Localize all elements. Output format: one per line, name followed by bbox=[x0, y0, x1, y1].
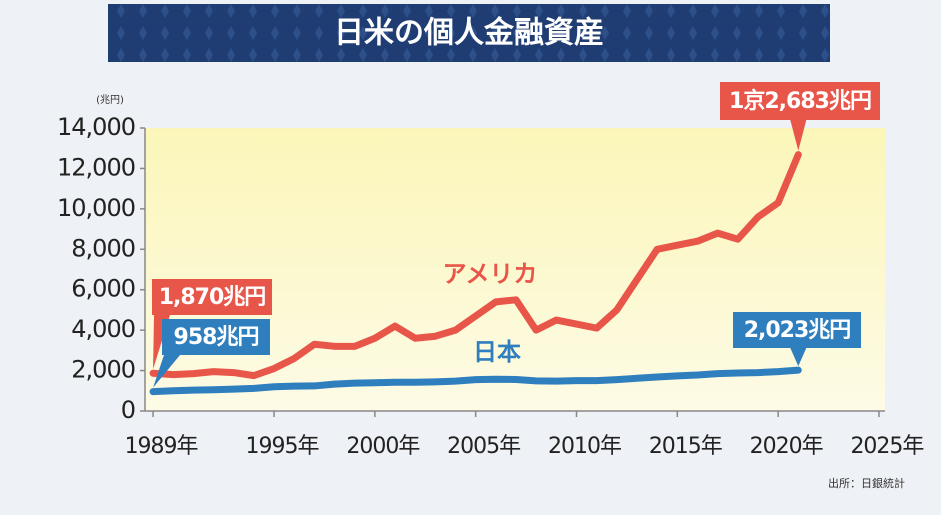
x-tick-label: 1989年 bbox=[125, 434, 198, 459]
data-label: 1京2,683兆円 bbox=[729, 88, 871, 114]
x-tick-label: 1995年 bbox=[246, 434, 319, 459]
x-tick-label: 2005年 bbox=[447, 434, 520, 459]
callout-tail bbox=[153, 315, 170, 370]
data-label: 958兆円 bbox=[174, 325, 259, 350]
x-tick-label: 2015年 bbox=[649, 434, 722, 459]
series-label: 日本 bbox=[473, 338, 521, 366]
callout-box bbox=[733, 312, 861, 348]
x-tick-label: 2025年 bbox=[850, 434, 923, 459]
data-label: 2,023兆円 bbox=[744, 318, 851, 343]
source: 出所：日銀統計 bbox=[828, 476, 905, 490]
y-tick-label: 12,000 bbox=[57, 153, 135, 181]
y-tick-label: 6,000 bbox=[71, 275, 135, 303]
y-axis-label: (兆円) bbox=[96, 94, 124, 106]
title-banner bbox=[108, 4, 830, 62]
series-line bbox=[149, 366, 802, 396]
y-tick-label: 8,000 bbox=[71, 234, 135, 262]
y-tick-label: 10,000 bbox=[57, 194, 135, 222]
callout-box bbox=[720, 82, 880, 120]
x-tick-label: 2020年 bbox=[750, 434, 823, 459]
callout-tail bbox=[153, 355, 180, 388]
series-label: アメリカ bbox=[443, 260, 538, 288]
plot-area bbox=[145, 128, 885, 411]
callout-tail bbox=[790, 348, 807, 367]
callout-box bbox=[152, 279, 272, 315]
series-line bbox=[149, 151, 802, 380]
data-label: 1,870兆円 bbox=[159, 285, 266, 310]
x-tick-label: 2000年 bbox=[346, 434, 419, 459]
callout-tail bbox=[790, 120, 807, 151]
y-tick-label: 0 bbox=[121, 396, 135, 424]
y-tick-label: 14,000 bbox=[57, 113, 135, 141]
y-tick-label: 2,000 bbox=[71, 356, 135, 384]
chart-title: 日米の個人金融資産 bbox=[334, 16, 604, 51]
y-tick-label: 4,000 bbox=[71, 315, 135, 343]
x-tick-label: 2010年 bbox=[548, 434, 621, 459]
callout-box bbox=[162, 319, 270, 355]
